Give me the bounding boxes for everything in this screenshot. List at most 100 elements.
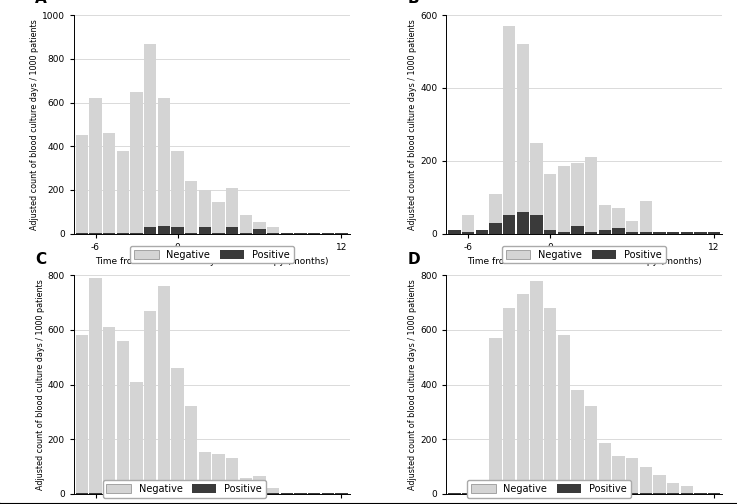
Bar [172,227,184,234]
Bar [585,232,597,234]
Bar [475,230,488,234]
Bar [158,286,170,494]
Bar [254,490,265,494]
Bar [116,492,129,494]
Bar [640,201,652,234]
Bar [212,454,225,494]
Bar [585,407,597,494]
Bar [185,232,198,234]
Bar [103,232,116,234]
Bar [103,133,116,234]
Bar [144,227,156,234]
Bar [626,232,638,234]
X-axis label: Time from initiation of any line of therapy (months): Time from initiation of any line of ther… [95,257,329,266]
Bar [612,492,624,494]
Bar [531,143,542,234]
Bar [89,98,102,234]
Bar [76,336,88,494]
Bar [76,136,88,234]
Text: C: C [35,251,46,267]
Bar [680,492,693,494]
Legend: Negative, Positive: Negative, Positive [130,245,294,264]
Bar [76,232,88,234]
Bar [172,368,184,494]
Legend: Negative, Positive: Negative, Positive [102,480,266,498]
Y-axis label: Adjusted count of blood culture days / 1000 patients: Adjusted count of blood culture days / 1… [30,19,39,230]
Bar [185,486,198,494]
Bar [558,232,570,234]
Bar [240,215,252,234]
Bar [254,229,265,234]
Text: D: D [408,251,420,267]
Bar [267,232,279,234]
Bar [489,492,502,494]
Bar [708,492,720,494]
Bar [321,232,334,234]
Bar [598,205,611,234]
Bar [667,232,680,234]
Bar [489,223,502,234]
Bar [199,452,211,494]
Bar [503,216,515,234]
Bar [294,492,307,494]
Bar [626,459,638,494]
Bar [517,44,529,234]
Bar [172,486,184,494]
Bar [212,488,225,494]
Bar [585,492,597,494]
Bar [267,492,279,494]
X-axis label: Time from initiation of first line of therapy (months): Time from initiation of first line of th… [467,257,702,266]
Bar [240,232,252,234]
Bar [254,476,265,494]
Bar [653,492,666,494]
Bar [640,492,652,494]
Bar [667,492,680,494]
Bar [626,492,638,494]
Bar [531,492,542,494]
Bar [680,486,693,494]
Bar [503,308,515,494]
Bar [531,216,542,234]
Bar [212,202,225,234]
Bar [89,278,102,494]
Bar [308,492,321,494]
Bar [89,492,102,494]
Bar [571,390,584,494]
Bar [517,492,529,494]
Bar [708,232,720,234]
Bar [544,173,556,234]
Bar [475,492,488,494]
Bar [694,492,707,494]
Bar [199,227,211,234]
Bar [462,492,475,494]
Bar [240,477,252,494]
Bar [448,232,461,234]
Bar [267,488,279,494]
Bar [116,232,129,234]
Bar [226,227,238,234]
Bar [503,26,515,234]
Bar [612,208,624,234]
Text: A: A [35,0,47,7]
Bar [598,492,611,494]
Bar [544,492,556,494]
Y-axis label: Adjusted count of blood culture days / 1000 patients: Adjusted count of blood culture days / 1… [35,279,45,490]
Bar [640,232,652,234]
Bar [103,491,116,494]
Bar [281,232,293,234]
Bar [294,232,307,234]
Y-axis label: Adjusted count of blood culture days / 1000 patients: Adjusted count of blood culture days / 1… [408,279,417,490]
Bar [226,459,238,494]
Bar [130,92,143,234]
Bar [185,181,198,234]
Bar [158,492,170,494]
Bar [640,467,652,494]
Bar [626,221,638,234]
Bar [598,230,611,234]
Legend: Negative, Positive: Negative, Positive [467,480,631,498]
Bar [544,308,556,494]
Bar [130,492,143,494]
Bar [254,222,265,234]
Bar [116,151,129,234]
Text: B: B [408,0,419,7]
